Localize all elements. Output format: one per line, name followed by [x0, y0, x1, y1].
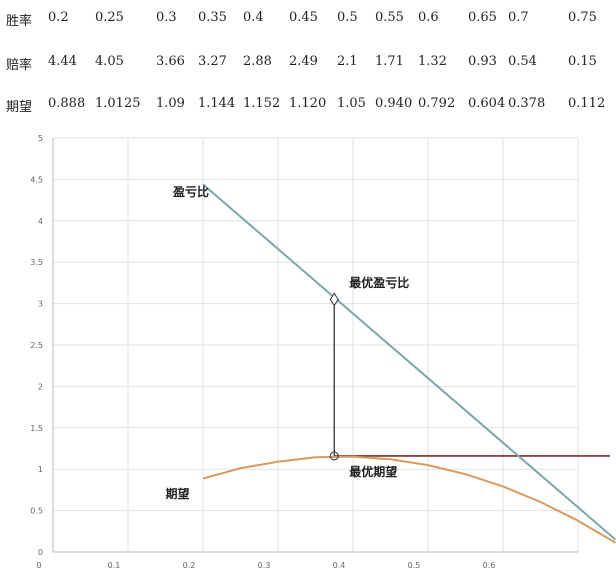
table-cell: 2.1: [337, 54, 358, 69]
table-cell: 0.55: [375, 10, 404, 25]
x-tick-label: 0.1: [108, 561, 121, 570]
table-cell: 1.0125: [95, 96, 141, 111]
series-ratio-line: [202, 183, 616, 541]
table-cell: 0.54: [508, 54, 537, 69]
table-cell: 2.88: [243, 54, 272, 69]
table-cell: 0.4: [243, 10, 264, 25]
table-row-label: 期望: [6, 100, 33, 115]
table-cell: 0.25: [95, 10, 124, 25]
table-cell: 0.112: [568, 96, 606, 111]
y-tick-label: 1: [38, 465, 43, 474]
annotation-label: 最优期望: [349, 464, 397, 479]
y-tick-label: 2.5: [30, 341, 43, 350]
annotation-label: 盈亏比: [172, 184, 209, 199]
x-tick-label: 0.4: [333, 561, 346, 570]
table-cell: 0.45: [289, 10, 318, 25]
y-tick-label: 2: [38, 382, 43, 391]
chart: 0 0.1 0.2 0.3 0.4 0.5 0.6 0 0.5 1 1.5 2 2.5 3 3.5 4 4.5 5…: [30, 134, 616, 570]
table-cell: 2.49: [289, 54, 318, 69]
table-cell: 0.792: [418, 96, 456, 111]
y-tick-label: 4: [38, 217, 43, 226]
data-table: 胜率 0.2 0.25 0.3 0.35 0.4 0.45 0.5 0.55 0.6 0.65 0.7…: [0, 0, 616, 130]
y-tick-label: 1.5: [30, 424, 43, 433]
table-cell: 0.65: [468, 10, 497, 25]
table-row-label: 赔率: [6, 58, 33, 73]
table-cell: 0.93: [468, 54, 497, 69]
y-tick-label: 4.5: [30, 175, 43, 184]
table-row-label: 胜率: [6, 14, 33, 29]
annotation-label: 最优盈亏比: [349, 275, 409, 290]
table-cell: 0.75: [568, 10, 597, 25]
table-cell: 4.44: [48, 54, 77, 69]
table-cell: 0.7: [508, 10, 529, 25]
y-tick-label: 3: [38, 300, 43, 309]
table-cell: 3.27: [198, 54, 227, 69]
table-cell: 3.66: [156, 54, 185, 69]
x-tick-label: 0.5: [408, 561, 421, 570]
table-cell: 0.604: [468, 96, 506, 111]
table-cell: 1.09: [156, 96, 185, 111]
table-cell: 0.378: [508, 96, 546, 111]
table-cell: 0.5: [337, 10, 358, 25]
table-cell: 1.144: [198, 96, 236, 111]
table-cell: 0.15: [568, 54, 597, 69]
table-cell: 0.888: [48, 96, 86, 111]
x-tick-label: 0.3: [258, 561, 271, 570]
table-cell: 1.71: [375, 54, 404, 69]
y-tick-label: 0.5: [30, 507, 43, 516]
table-cell: 1.152: [243, 96, 281, 111]
optimal-expectation-marker: [329, 451, 339, 461]
x-tick-label: 0.2: [183, 561, 196, 570]
table-cell: 0.35: [198, 10, 227, 25]
annotation-label: 期望: [166, 486, 190, 501]
series-expectation-curve: [202, 455, 616, 544]
x-tick-label: 0.6: [483, 561, 496, 570]
table-cell: 1.05: [337, 96, 366, 111]
table-cell: 1.32: [418, 54, 447, 69]
y-tick-label: 5: [38, 134, 43, 143]
table-cell: 0.6: [418, 10, 439, 25]
x-tick-label: 0: [36, 561, 41, 570]
table-cell: 4.05: [95, 54, 124, 69]
y-tick-label: 3.5: [30, 258, 43, 267]
optimal-ratio-marker: [329, 292, 339, 307]
y-tick-label: 0: [38, 548, 43, 557]
table-cell: 0.940: [375, 96, 413, 111]
table-cell: 1.120: [289, 96, 327, 111]
table-cell: 0.3: [156, 10, 177, 25]
table-cell: 0.2: [48, 10, 69, 25]
